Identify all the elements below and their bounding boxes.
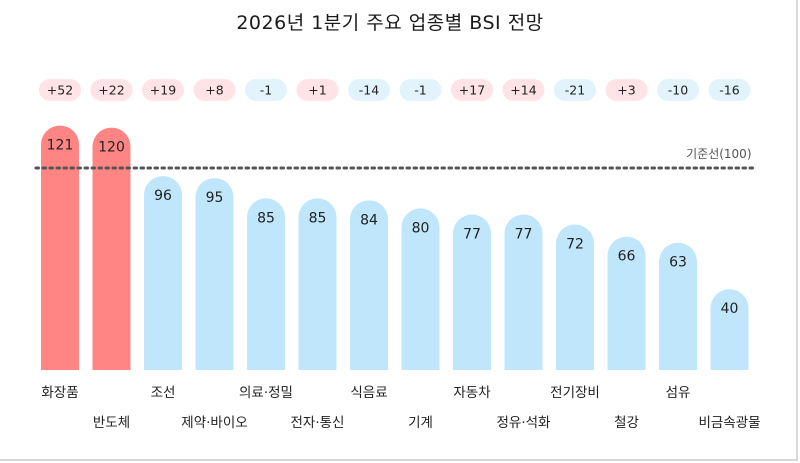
change-label: +8	[205, 83, 223, 98]
category-label: 전자·통신	[291, 415, 345, 431]
bar-value-label: 84	[360, 212, 378, 228]
bar	[350, 200, 388, 370]
bar-value-label: 66	[618, 249, 636, 265]
bar	[504, 214, 543, 370]
change-badge	[245, 79, 287, 101]
change-label: +3	[617, 83, 635, 98]
chart-title: 2026년 1분기 주요 업종별 BSI 전망	[236, 12, 544, 34]
bar-value-label: 77	[515, 226, 533, 242]
bars: 121 120 96 95 85 85 84 80 77 77 72 66 63 40	[41, 125, 749, 370]
change-label: +52	[47, 83, 73, 98]
bar	[607, 236, 646, 370]
change-badges: +52 +22 +19 +8 -1 +1 -14 -1 +17 +14 -21 +3 -10 -16	[39, 79, 751, 101]
category-label: 조선	[151, 385, 176, 401]
change-badge	[657, 79, 699, 101]
bar-value-label: 85	[309, 210, 327, 226]
change-badge	[708, 79, 751, 101]
category-label: 비금속광물	[698, 415, 760, 431]
change-label: +19	[150, 83, 176, 98]
change-badge	[605, 79, 648, 101]
bar	[556, 224, 594, 370]
bar-value-label: 121	[47, 138, 74, 154]
change-badge	[142, 79, 184, 101]
reference-line-group: 기준선(100)	[34, 147, 755, 170]
bar	[144, 176, 182, 370]
bar-value-label: 80	[412, 220, 430, 236]
change-badge	[296, 79, 339, 101]
bar	[453, 214, 491, 370]
bar-value-label: 40	[721, 301, 739, 317]
change-label: -1	[260, 83, 272, 98]
bar-value-label: 72	[566, 237, 584, 253]
category-label: 제약·바이오	[181, 415, 247, 431]
change-label: -16	[719, 83, 739, 98]
bar	[195, 178, 234, 370]
reference-line-label: 기준선(100)	[686, 147, 751, 161]
change-label: -14	[359, 83, 379, 98]
change-badge	[502, 79, 545, 101]
bar	[298, 198, 337, 370]
change-label: +17	[459, 83, 485, 98]
change-label: +1	[308, 83, 326, 98]
bar-value-label: 77	[463, 226, 481, 242]
category-label: 기계	[408, 415, 433, 431]
bar-value-label: 95	[206, 190, 224, 206]
category-label: 섬유	[666, 385, 691, 401]
change-badge	[451, 79, 493, 101]
change-badge	[39, 79, 81, 101]
change-label: +14	[510, 83, 536, 98]
bar-value-label: 63	[669, 255, 687, 271]
category-label: 화장품	[41, 385, 78, 401]
category-label: 식음료	[350, 385, 387, 401]
change-label: -21	[565, 83, 585, 98]
change-badge	[554, 79, 596, 101]
change-label: -1	[414, 83, 426, 98]
bar	[92, 127, 131, 370]
bar	[710, 289, 749, 370]
bar	[401, 208, 440, 370]
change-badge	[348, 79, 390, 101]
bar	[659, 242, 697, 370]
category-label: 정유·석화	[497, 415, 551, 431]
category-label: 의료·정밀	[239, 385, 293, 401]
category-label: 반도체	[93, 415, 130, 431]
bar-value-label: 96	[154, 188, 172, 204]
bar	[41, 125, 79, 370]
change-label: -10	[668, 83, 688, 98]
category-label: 자동차	[453, 385, 491, 401]
change-badge	[399, 79, 442, 101]
change-label: +22	[98, 83, 124, 98]
change-badge	[90, 79, 133, 101]
bar-value-label: 85	[257, 210, 275, 226]
category-label: 전기장비	[550, 385, 600, 401]
bar	[247, 198, 285, 370]
bar-value-label: 120	[98, 140, 125, 156]
category-label: 철강	[614, 415, 639, 431]
change-badge	[193, 79, 236, 101]
